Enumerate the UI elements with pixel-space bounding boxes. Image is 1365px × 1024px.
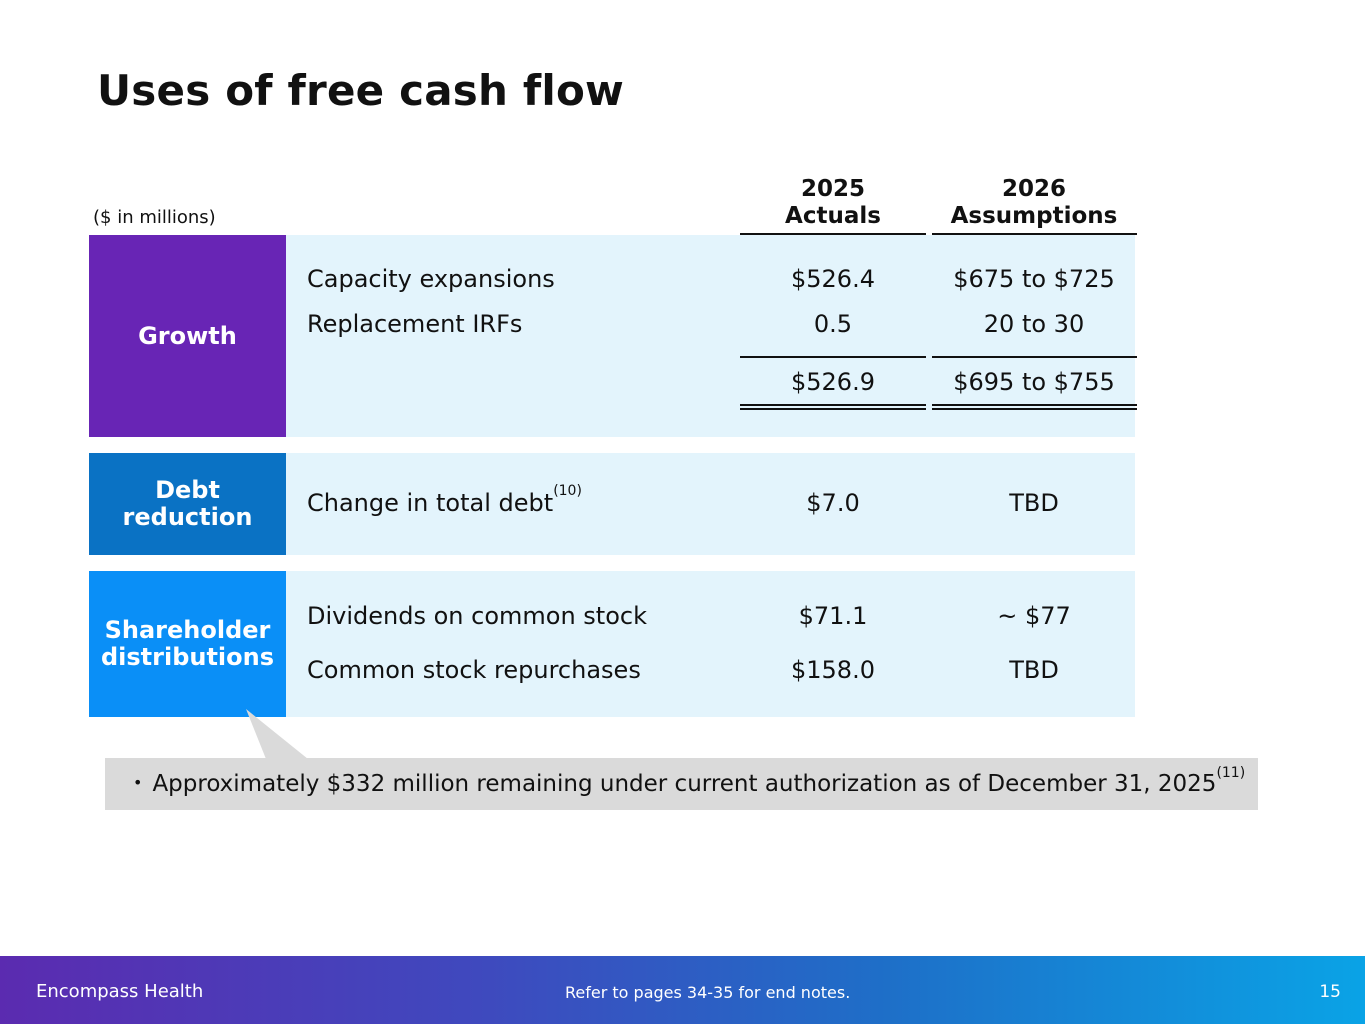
total-double-rule (932, 408, 1137, 410)
table-cell-assumption: TBD (1009, 489, 1059, 517)
debt-label-line2: reduction (122, 503, 253, 531)
total-double-rule (740, 404, 926, 406)
table-cell-assumption: $675 to $725 (953, 265, 1115, 293)
debt-label-line1: Debt (155, 476, 220, 504)
footnote-ref: (10) (553, 483, 582, 499)
debt-panel (286, 453, 1135, 555)
growth-total-assumption: $695 to $755 (953, 368, 1115, 396)
table-cell-assumption: ~ $77 (997, 602, 1071, 630)
table-row-label: Common stock repurchases (307, 656, 641, 684)
callout-text: • Approximately $332 million remaining un… (105, 765, 1245, 797)
page-number: 15 (1319, 982, 1341, 1002)
table-cell-actual: $7.0 (806, 489, 860, 517)
table-cell-actual: $158.0 (791, 656, 875, 684)
column-label-actuals: Actuals (785, 203, 881, 229)
footer-note: Refer to pages 34-35 for end notes. (565, 983, 851, 1002)
page-title: Uses of free cash flow (97, 66, 625, 115)
table-cell-assumption: 20 to 30 (983, 310, 1085, 338)
debt-section: Debt reduction (89, 453, 1135, 555)
table-cell-actual: 0.5 (813, 310, 853, 338)
footnote-ref: (11) (1216, 765, 1246, 781)
debt-label: Debt reduction (89, 453, 286, 555)
shareholder-panel (286, 571, 1135, 717)
table-cell-actual: $71.1 (798, 602, 868, 630)
column-year-assumptions: 2026 (1001, 176, 1066, 202)
growth-section: Growth (89, 235, 1135, 437)
shareholder-label: Shareholder distributions (89, 571, 286, 717)
shareholder-section: Shareholder distributions (89, 571, 1135, 717)
growth-total-actual: $526.9 (791, 368, 875, 396)
footer-brand: Encompass Health (36, 981, 204, 1002)
table-cell-actual: $526.4 (791, 265, 875, 293)
shareholder-label-line1: Shareholder (104, 616, 271, 644)
header-rule (932, 233, 1137, 235)
total-double-rule (740, 408, 926, 410)
growth-panel (286, 235, 1135, 437)
shareholder-label-line2: distributions (100, 643, 275, 671)
total-double-rule (932, 404, 1137, 406)
table-cell-assumption: TBD (1009, 656, 1059, 684)
column-label-assumptions: Assumptions (950, 203, 1118, 229)
units-label: ($ in millions) (93, 207, 216, 228)
footer-bar: Encompass Health Refer to pages 34-35 fo… (0, 956, 1365, 1024)
column-year-actuals: 2025 (800, 176, 865, 202)
debt-item: Change in total debt (307, 489, 554, 517)
callout-box: • Approximately $332 million remaining un… (105, 758, 1258, 810)
bullet-icon: • (133, 773, 143, 792)
growth-label: Growth (89, 235, 286, 437)
table-row-label: Replacement IRFs (307, 310, 523, 338)
subtotal-rule (740, 356, 926, 358)
callout-message: Approximately $332 million remaining und… (152, 771, 1217, 797)
table-row-label: Capacity expansions (307, 265, 555, 293)
header-rule (740, 233, 926, 235)
subtotal-rule (932, 356, 1137, 358)
column-header-actuals: 2025 Actuals (740, 176, 926, 230)
table-row-label: Change in total debt(10) (307, 483, 582, 517)
callout-pointer (246, 709, 308, 759)
table-row-label: Dividends on common stock (307, 602, 647, 630)
column-header-assumptions: 2026 Assumptions (932, 176, 1136, 230)
